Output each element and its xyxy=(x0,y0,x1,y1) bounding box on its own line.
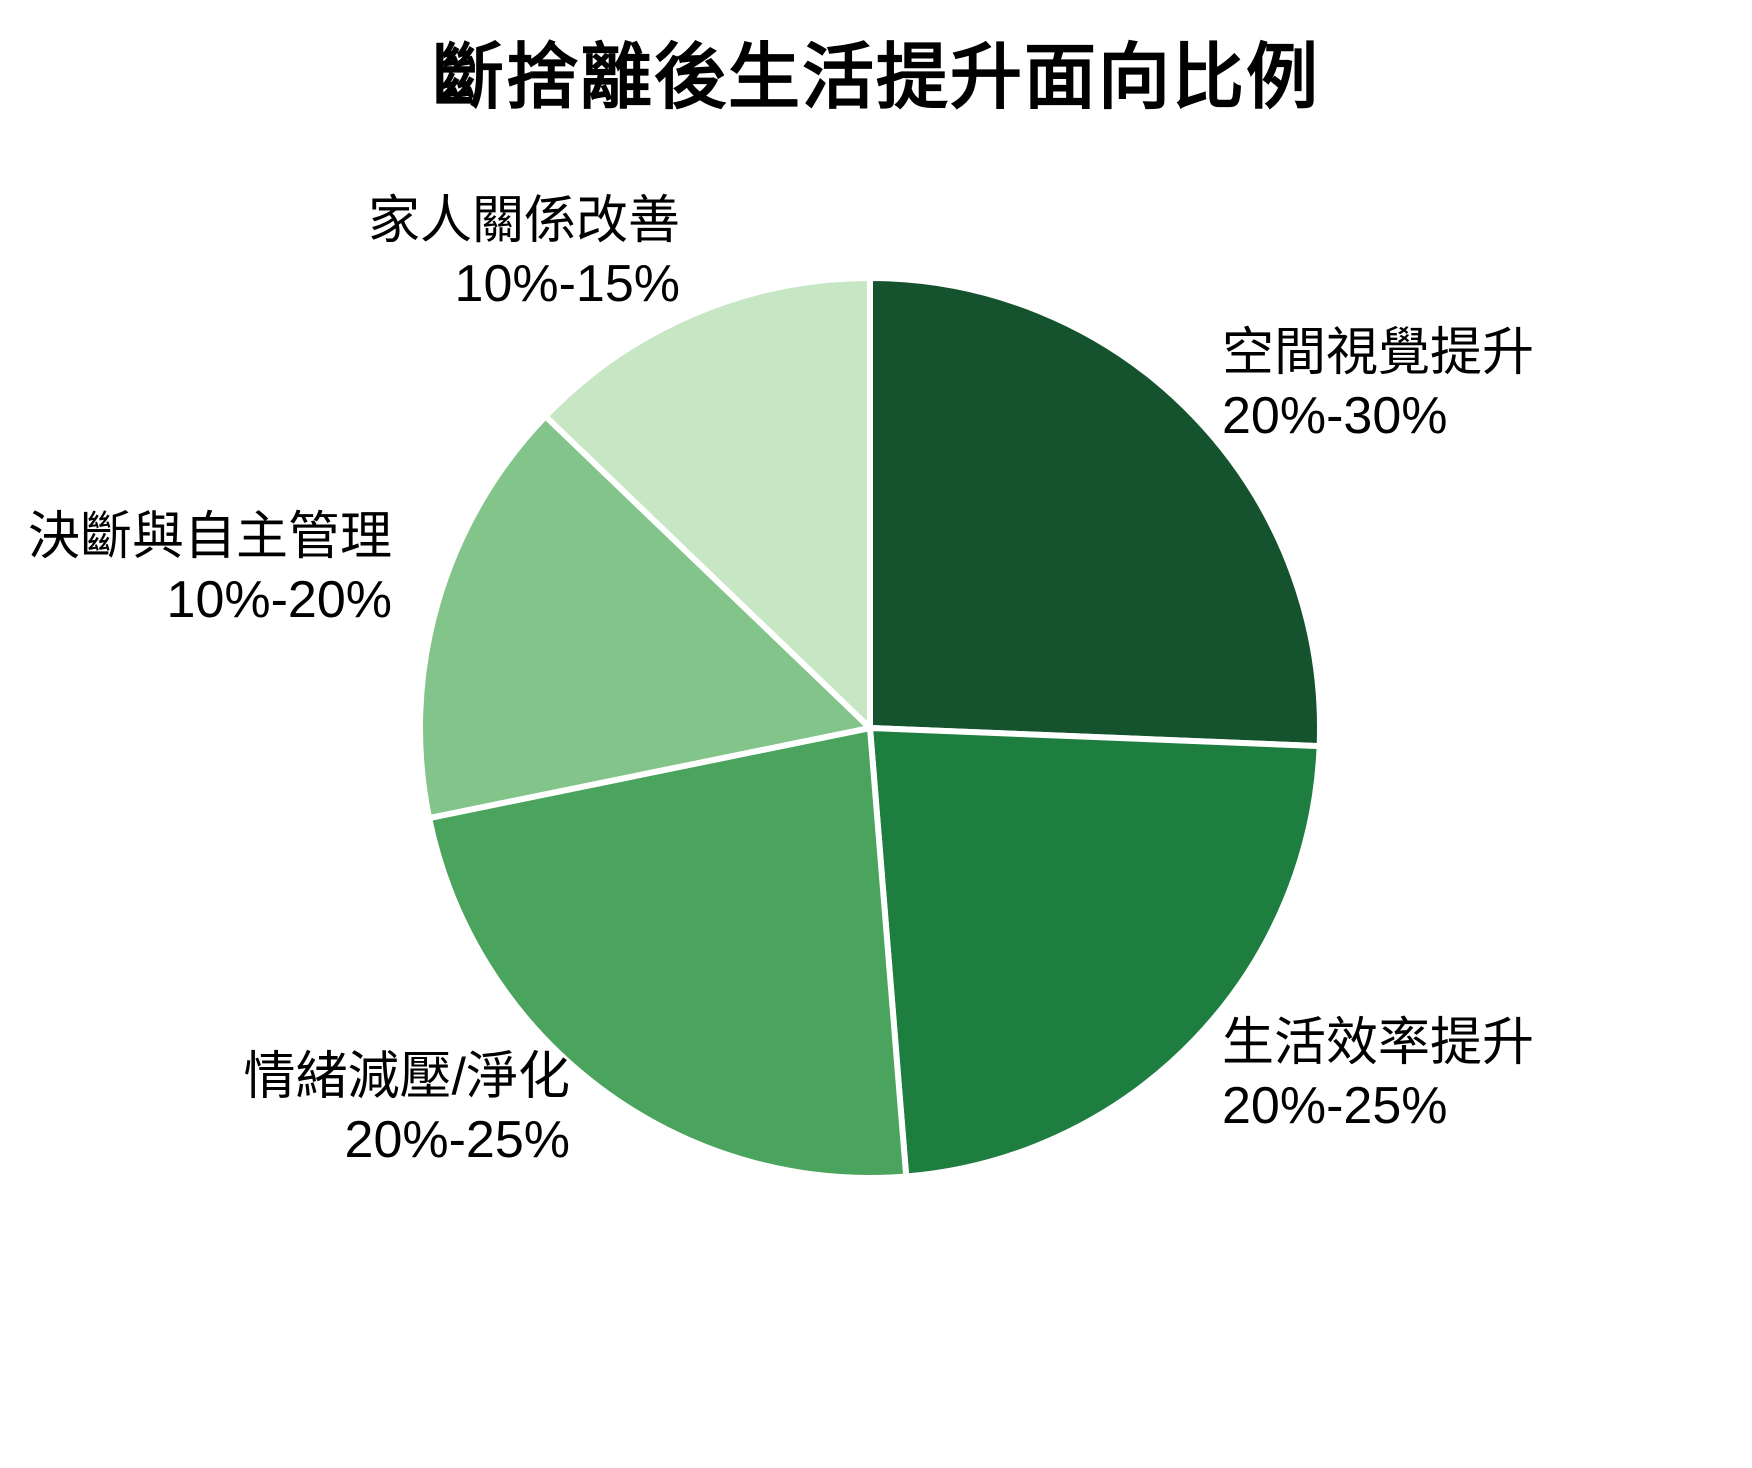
slice-label-emotional-destress-purify: 情緒減壓/淨化 20%-25% xyxy=(70,1046,570,1173)
slice-label-family-relationship-improvement: 家人關係改善 10%-15% xyxy=(180,190,680,317)
pie-slice-2 xyxy=(426,725,910,1181)
slice-label-value: 10%-15% xyxy=(454,255,680,314)
slice-label-value: 20%-25% xyxy=(344,1111,570,1170)
pie-slice-1 xyxy=(867,725,1323,1180)
pie-slice-3 xyxy=(417,413,873,822)
pie-slice-4 xyxy=(542,275,873,731)
pie-slice-0 xyxy=(867,275,1324,750)
slice-label-text: 決斷與自主管理 xyxy=(27,508,392,566)
slice-label-space-visual-improvement: 空間視覺提升 20%-30% xyxy=(1222,322,1722,449)
slice-label-value: 20%-30% xyxy=(1222,387,1448,446)
slice-label-text: 家人關係改善 xyxy=(367,192,680,250)
slice-label-value: 10%-20% xyxy=(166,571,392,630)
slice-label-text: 情緒減壓/淨化 xyxy=(243,1048,570,1106)
slice-label-life-efficiency-improvement: 生活效率提升 20%-25% xyxy=(1222,1012,1722,1139)
chart-title: 斷捨離後生活提升面向比例 xyxy=(431,38,1320,118)
slice-label-text: 生活效率提升 xyxy=(1222,1014,1535,1072)
slice-label-text: 空間視覺提升 xyxy=(1222,324,1535,382)
slice-label-decision-self-management: 決斷與自主管理 10%-20% xyxy=(0,506,392,633)
slice-label-value: 20%-25% xyxy=(1222,1077,1448,1136)
